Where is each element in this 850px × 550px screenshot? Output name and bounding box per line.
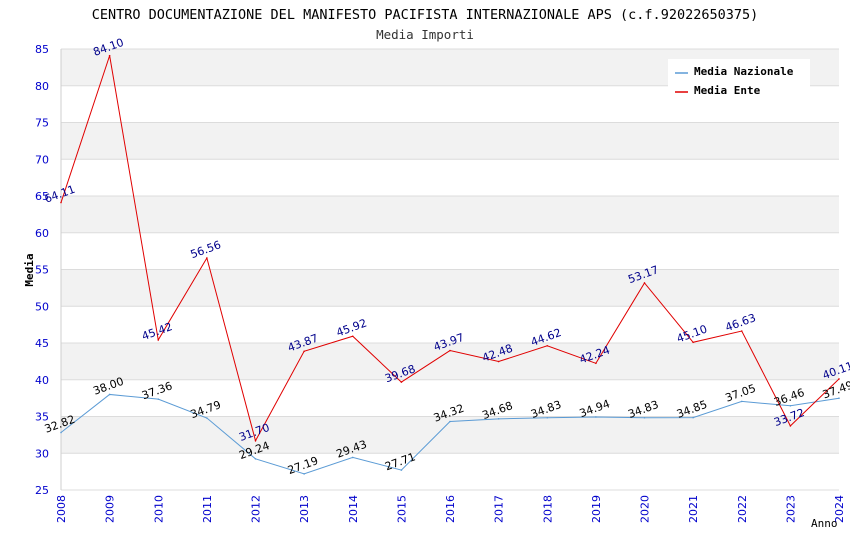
y-axis-ticks: 25 30 35 40 45 50 55 60 65 70 75 80 85 [35, 43, 49, 497]
data-point [303, 350, 305, 353]
x-tick-label: 2023 [784, 495, 797, 523]
x-tick-label: 2009 [104, 495, 117, 523]
x-tick-label: 2020 [639, 495, 652, 523]
data-point [497, 360, 500, 363]
y-tick-label: 75 [35, 117, 49, 130]
data-point [60, 201, 62, 204]
background-band [61, 343, 839, 380]
data-point [254, 458, 257, 460]
x-axis-ticks: 2008 2009 2010 2011 2012 2013 2014 2015 2016 2017… [55, 495, 846, 523]
data-point [789, 404, 792, 407]
data-point [400, 381, 403, 383]
y-tick-label: 25 [35, 484, 49, 497]
x-tick-label: 2008 [55, 495, 68, 523]
y-tick-label: 80 [35, 80, 49, 93]
data-point [157, 398, 160, 400]
y-tick-label: 85 [35, 43, 49, 56]
data-label: 37.05 [724, 382, 758, 405]
data-point [595, 416, 597, 418]
data-point [546, 416, 549, 419]
legend-label-media-ente: Media Ente [694, 84, 761, 97]
data-point [497, 418, 500, 420]
data-point [740, 330, 743, 332]
x-tick-label: 2014 [347, 495, 360, 523]
x-tick-label: 2013 [298, 495, 311, 523]
y-tick-label: 40 [35, 374, 49, 387]
data-label: 56.56 [189, 238, 223, 261]
data-point [206, 417, 208, 419]
x-tick-label: 2021 [687, 495, 700, 523]
data-point [60, 431, 62, 434]
data-point [546, 344, 549, 347]
data-point [740, 400, 743, 403]
data-point [643, 416, 646, 419]
data-point [692, 341, 694, 344]
data-point [449, 420, 451, 423]
plot-background-bands [61, 49, 839, 454]
data-point [692, 416, 694, 419]
chart-title: CENTRO DOCUMENTAZIONE DEL MANIFESTO PACI… [92, 7, 758, 23]
x-tick-label: 2016 [444, 495, 457, 523]
x-tick-label: 2024 [833, 495, 846, 523]
data-point [449, 349, 451, 352]
series-line-media-ente [60, 55, 840, 443]
chart-subtitle: Media Importi [376, 27, 474, 42]
series-lines [60, 54, 840, 475]
data-point [108, 393, 111, 396]
y-tick-label: 50 [35, 300, 49, 313]
legend-box [668, 59, 810, 101]
data-point [351, 335, 354, 338]
data-point [643, 282, 646, 284]
x-tick-label: 2011 [201, 495, 214, 523]
background-band [61, 122, 839, 160]
data-label: 45.42 [140, 320, 174, 343]
x-tick-label: 2012 [250, 495, 263, 523]
data-point [108, 54, 111, 57]
x-tick-label: 2018 [541, 495, 554, 523]
background-band [61, 196, 839, 233]
data-point [838, 397, 840, 399]
legend-label-media-nazionale: Media Nazionale [694, 65, 794, 78]
data-point [351, 456, 354, 459]
y-tick-label: 45 [35, 337, 49, 350]
data-point [789, 425, 792, 427]
background-band [61, 269, 839, 307]
data-point [400, 469, 403, 471]
x-tick-label: 2010 [152, 495, 165, 523]
y-tick-label: 65 [35, 190, 49, 203]
background-band [61, 416, 839, 454]
data-point [157, 339, 160, 341]
data-point [595, 362, 597, 365]
y-axis-label: Media [23, 253, 36, 286]
y-tick-label: 30 [35, 447, 49, 460]
y-tick-label: 60 [35, 227, 49, 240]
x-tick-label: 2017 [493, 495, 506, 523]
legend: Media Nazionale Media Ente [668, 59, 810, 101]
data-point [838, 378, 840, 380]
data-label: 45.92 [335, 316, 369, 339]
x-tick-label: 2022 [736, 495, 749, 523]
y-tick-label: 35 [35, 411, 49, 424]
data-point [303, 473, 305, 475]
y-tick-label: 70 [35, 153, 49, 166]
x-tick-label: 2015 [395, 495, 408, 523]
plot-gridlines [60, 48, 839, 491]
y-tick-label: 55 [35, 264, 49, 277]
data-point [206, 257, 208, 259]
data-point [254, 439, 257, 442]
x-axis-label: Anno [811, 517, 838, 530]
data-label: 46.63 [724, 311, 758, 334]
x-tick-label: 2019 [590, 495, 603, 523]
